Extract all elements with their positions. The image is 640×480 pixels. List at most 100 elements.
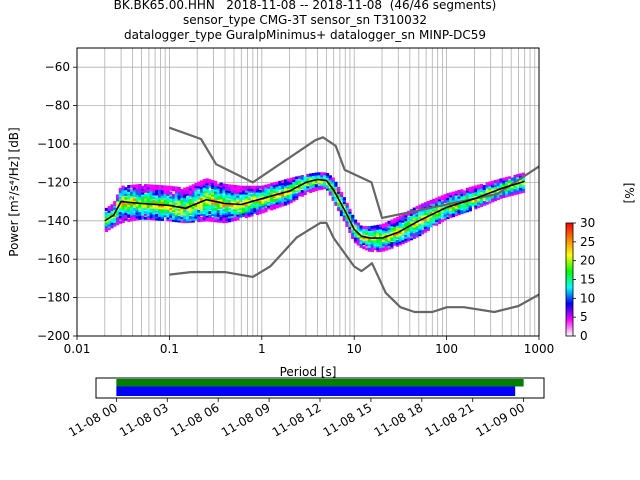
density-cell: [208, 205, 212, 209]
density-cell: [407, 222, 411, 226]
density-cell: [295, 195, 299, 199]
density-cell: [370, 245, 374, 249]
density-cell: [437, 215, 442, 219]
density-cell: [222, 208, 226, 212]
density-cell: [127, 209, 131, 213]
density-cell: [135, 186, 139, 190]
density-cell: [202, 195, 206, 199]
density-cell: [373, 227, 377, 231]
density-cell: [253, 206, 257, 210]
density-cell: [211, 205, 215, 209]
density-cell: [258, 207, 262, 211]
density-cell: [230, 205, 234, 209]
density-cell: [149, 186, 153, 190]
density-cell: [155, 207, 159, 211]
density-cell: [222, 202, 226, 206]
density-cell: [177, 186, 181, 190]
density-cell: [247, 206, 251, 210]
density-cell: [278, 204, 282, 208]
y-tick-label: −80: [45, 99, 70, 113]
density-cell: [415, 221, 419, 225]
title-line-3: datalogger_type GuralpMinimus+ datalogge…: [123, 28, 487, 42]
density-cell: [253, 205, 257, 209]
density-cell: [474, 192, 478, 197]
density-cell: [205, 214, 209, 218]
density-cell: [155, 192, 159, 196]
density-cell: [219, 188, 223, 192]
density-cell: [306, 173, 310, 177]
density-cell: [191, 209, 195, 213]
density-cell: [493, 188, 498, 192]
density-cell: [471, 188, 475, 192]
density-cell: [127, 188, 131, 192]
density-cell: [197, 204, 201, 208]
density-cell: [250, 189, 254, 193]
density-cell: [110, 204, 114, 208]
density-cell: [437, 205, 442, 209]
density-cell: [404, 230, 408, 234]
density-cell: [505, 188, 509, 192]
density-cell: [412, 228, 416, 232]
density-cell: [244, 209, 248, 213]
density-cell: [247, 204, 251, 208]
density-cell: [471, 190, 475, 194]
density-cell: [477, 203, 481, 207]
density-cell: [516, 174, 520, 178]
density-cell: [146, 201, 151, 205]
density-cell: [241, 208, 246, 212]
density-cell: [236, 189, 240, 193]
density-cell: [283, 185, 288, 189]
density-cell: [409, 225, 414, 230]
density-cell: [241, 214, 246, 218]
density-cell: [197, 215, 201, 219]
density-cell: [334, 189, 338, 193]
density-cell: [404, 218, 408, 222]
density-cell: [477, 199, 481, 203]
density-cell: [194, 196, 198, 200]
density-cell: [373, 247, 377, 251]
density-cell: [521, 172, 526, 176]
density-cell: [191, 184, 195, 188]
density-cell: [197, 217, 201, 221]
density-cell: [261, 189, 265, 193]
density-cell: [211, 185, 215, 189]
density-cell: [275, 191, 279, 195]
density-cell: [457, 193, 461, 197]
density-cell: [376, 230, 380, 234]
density-cell: [493, 194, 498, 198]
density-cell: [110, 210, 114, 214]
density-cell: [474, 185, 478, 189]
density-cell: [395, 236, 400, 240]
density-cell: [275, 185, 279, 189]
density-cell: [130, 212, 134, 216]
density-cell: [155, 184, 159, 188]
density-cell: [163, 214, 167, 218]
density-cell: [177, 219, 181, 223]
density-cell: [222, 200, 226, 204]
density-cell: [379, 231, 383, 236]
density-cell: [423, 223, 428, 227]
density-cell: [104, 223, 109, 227]
y-tick-label: −60: [45, 60, 70, 74]
density-cell: [278, 194, 282, 198]
density-cell: [227, 188, 232, 192]
density-cell: [463, 208, 467, 212]
density-cell: [239, 193, 243, 197]
density-cell: [267, 206, 271, 210]
density-cell: [241, 212, 246, 216]
density-cell: [227, 217, 232, 221]
density-cell: [412, 207, 416, 211]
density-cell: [202, 188, 206, 192]
density-cell: [138, 199, 142, 203]
density-cell: [166, 206, 170, 210]
density-cell: [356, 228, 360, 232]
density-cell: [423, 227, 428, 231]
density-cell: [233, 188, 237, 192]
density-cell: [177, 207, 181, 212]
density-cell: [435, 199, 439, 203]
density-cell: [255, 211, 260, 215]
density-cell: [395, 239, 400, 243]
density-cell: [202, 216, 206, 220]
density-cell: [166, 216, 170, 220]
density-cell: [171, 209, 176, 213]
